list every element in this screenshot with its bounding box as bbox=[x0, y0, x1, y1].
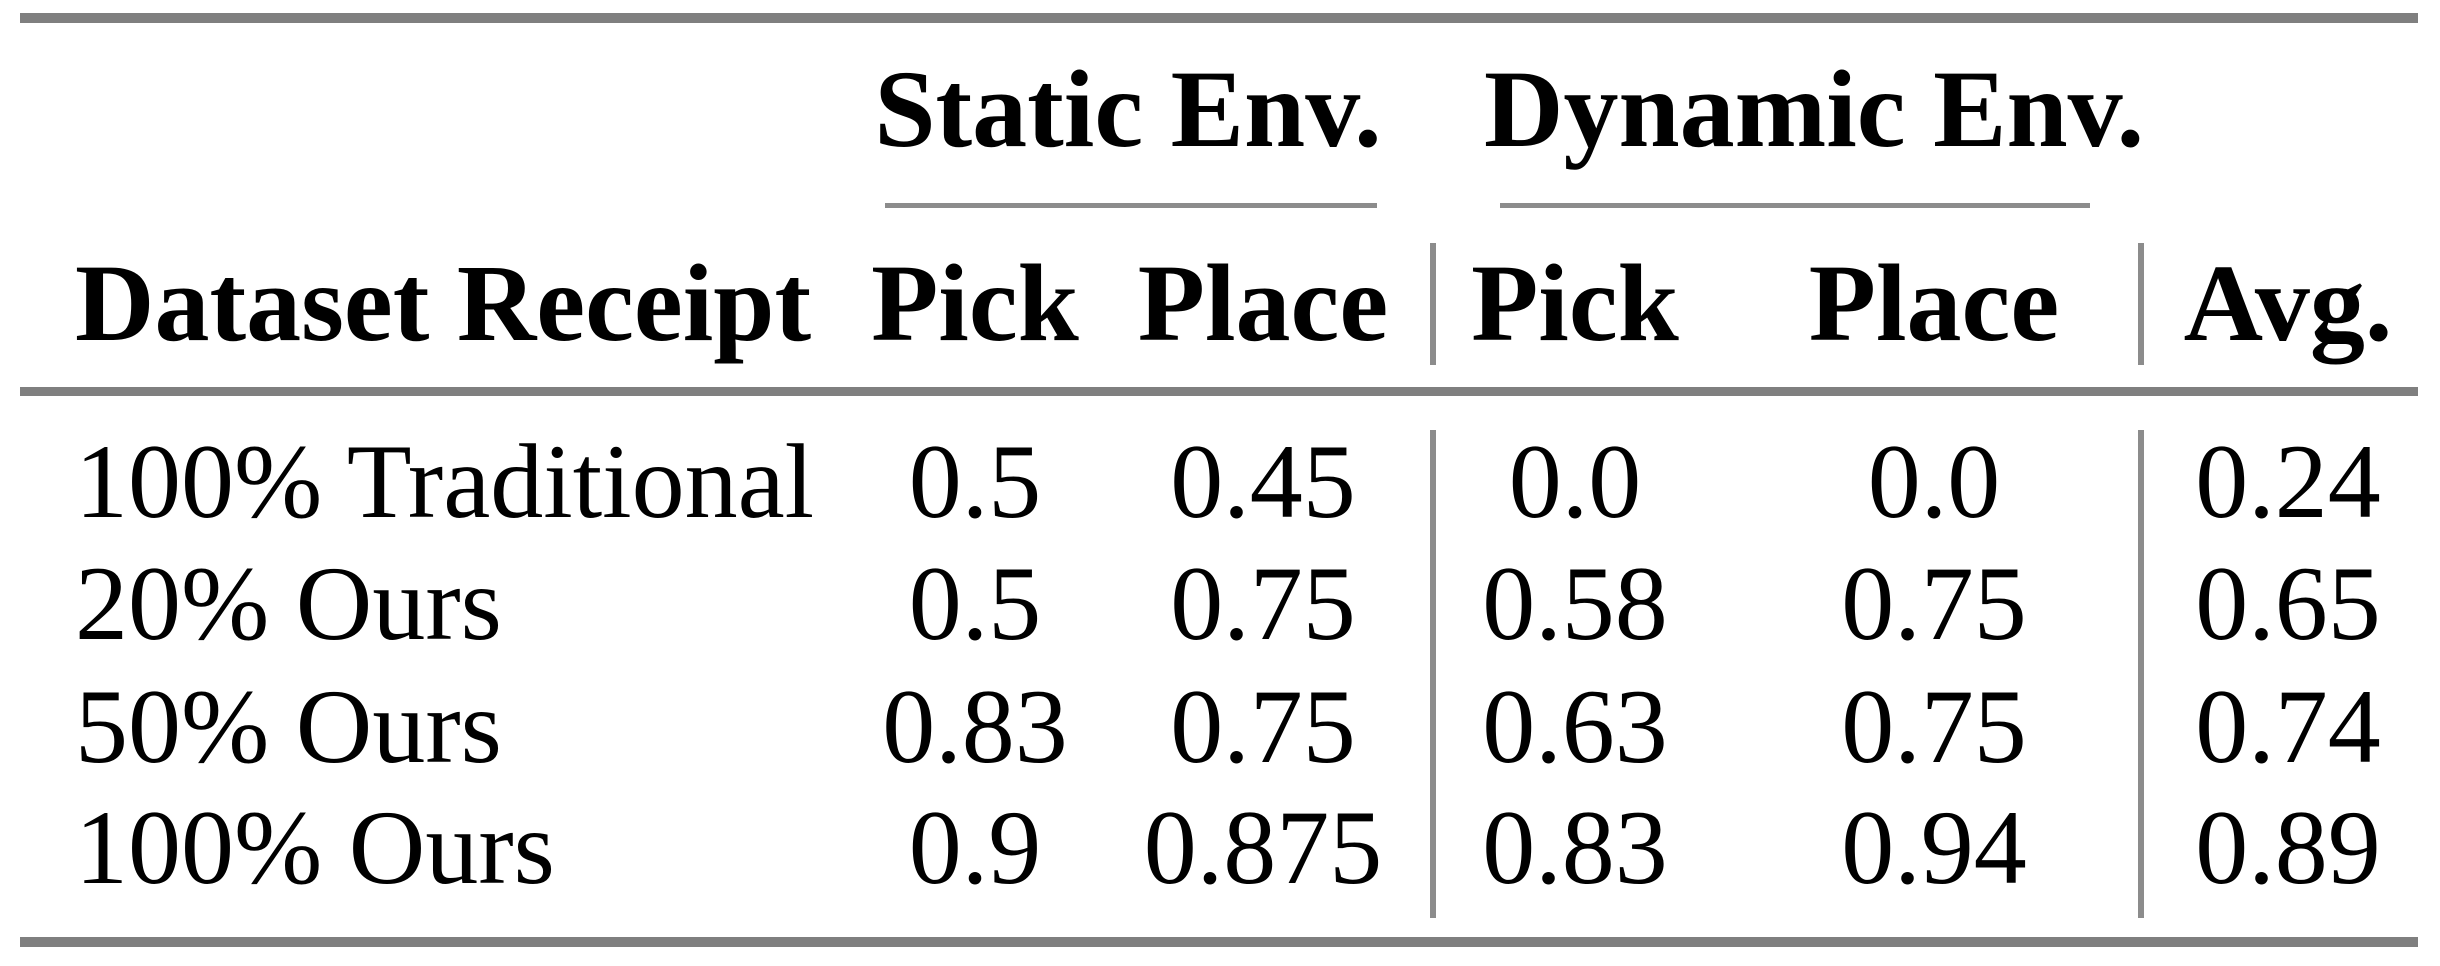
column-header-dataset-receipt: Dataset Receipt bbox=[75, 242, 812, 364]
cell-static-place: 0.45 bbox=[1170, 423, 1356, 540]
table-header-rule bbox=[20, 387, 2418, 396]
cell-static-place: 0.75 bbox=[1170, 668, 1356, 785]
table-bottom-rule bbox=[20, 937, 2418, 947]
cell-dynamic-pick: 0.63 bbox=[1482, 668, 1668, 785]
column-header-dynamic-place: Place bbox=[1808, 242, 2060, 364]
table-top-rule bbox=[20, 13, 2418, 23]
group-header-static-env: Static Env. bbox=[874, 48, 1382, 170]
body-separator-static-dynamic bbox=[1430, 430, 1436, 918]
header-separator-dynamic-avg bbox=[2138, 243, 2144, 365]
cell-avg: 0.24 bbox=[2195, 423, 2381, 540]
column-header-dynamic-pick: Pick bbox=[1471, 242, 1679, 364]
cell-dynamic-pick: 0.83 bbox=[1482, 789, 1668, 906]
cmidrule-static-env bbox=[885, 203, 1377, 208]
cell-dynamic-place: 0.75 bbox=[1841, 545, 2027, 662]
body-separator-dynamic-avg bbox=[2138, 430, 2144, 918]
cell-static-pick: 0.5 bbox=[908, 545, 1042, 662]
cell-dynamic-pick: 0.0 bbox=[1508, 423, 1642, 540]
column-header-static-place: Place bbox=[1137, 242, 1389, 364]
column-header-static-pick: Pick bbox=[871, 242, 1079, 364]
cell-dynamic-place: 0.94 bbox=[1841, 789, 2027, 906]
cell-static-pick: 0.83 bbox=[882, 668, 1068, 785]
cell-static-pick: 0.9 bbox=[908, 789, 1042, 906]
cell-dynamic-pick: 0.58 bbox=[1482, 545, 1668, 662]
row-label: 100% Traditional bbox=[75, 423, 815, 540]
cell-avg: 0.74 bbox=[2195, 668, 2381, 785]
cell-static-place: 0.875 bbox=[1143, 789, 1383, 906]
header-separator-static-dynamic bbox=[1430, 243, 1436, 365]
cell-static-pick: 0.5 bbox=[908, 423, 1042, 540]
cell-avg: 0.89 bbox=[2195, 789, 2381, 906]
row-label: 100% Ours bbox=[75, 789, 555, 906]
column-header-avg: Avg. bbox=[2183, 242, 2393, 364]
group-header-dynamic-env: Dynamic Env. bbox=[1484, 48, 2145, 170]
row-label: 20% Ours bbox=[75, 545, 502, 662]
cell-dynamic-place: 0.75 bbox=[1841, 668, 2027, 785]
cell-static-place: 0.75 bbox=[1170, 545, 1356, 662]
row-label: 50% Ours bbox=[75, 668, 502, 785]
cell-dynamic-place: 0.0 bbox=[1867, 423, 2001, 540]
cell-avg: 0.65 bbox=[2195, 545, 2381, 662]
cmidrule-dynamic-env bbox=[1500, 203, 2090, 208]
